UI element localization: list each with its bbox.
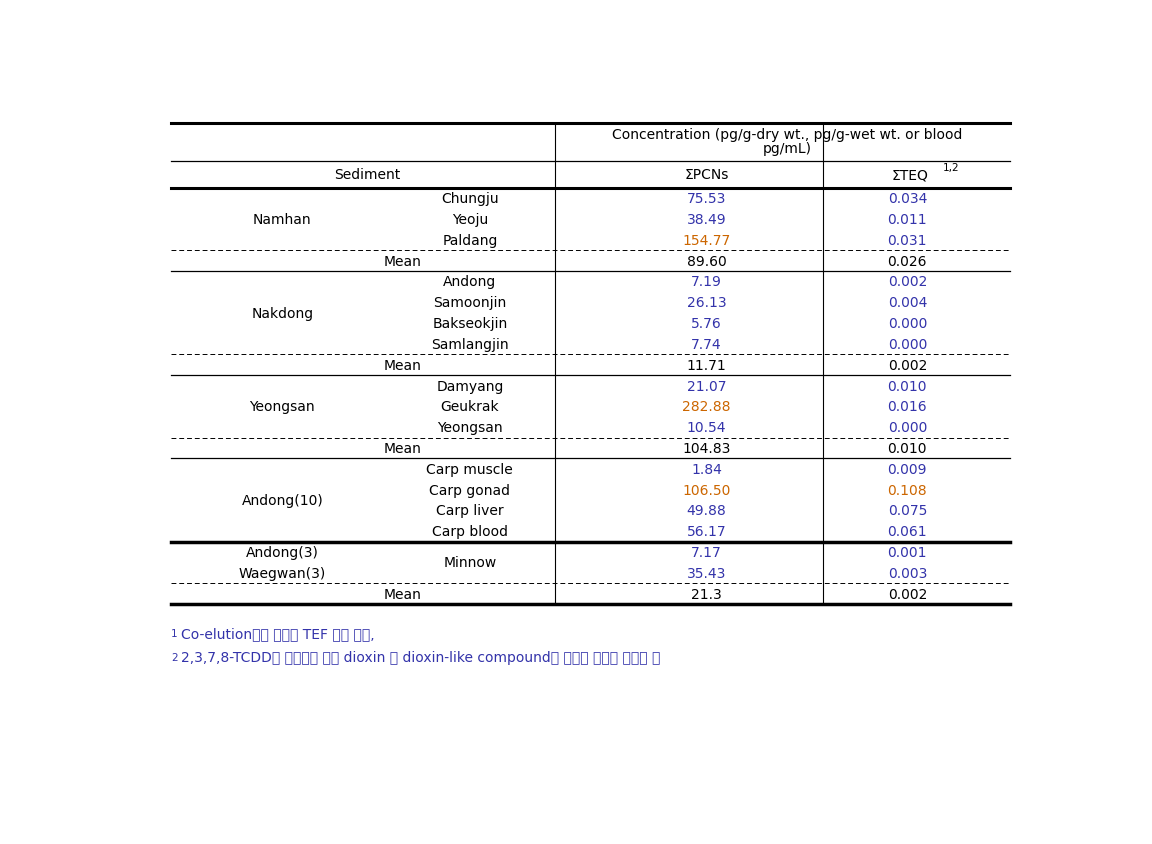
Text: 0.016: 0.016 bbox=[887, 400, 927, 414]
Text: 49.88: 49.88 bbox=[687, 504, 727, 518]
Text: 0.002: 0.002 bbox=[888, 275, 927, 289]
Text: pg/mL): pg/mL) bbox=[763, 143, 811, 156]
Text: 0.000: 0.000 bbox=[888, 316, 927, 331]
Text: 0.000: 0.000 bbox=[888, 338, 927, 351]
Text: 1.84: 1.84 bbox=[691, 463, 722, 476]
Text: Yeoju: Yeoju bbox=[452, 213, 488, 227]
Text: Samlangjin: Samlangjin bbox=[431, 338, 509, 351]
Text: 0.031: 0.031 bbox=[887, 234, 927, 247]
Text: Carp blood: Carp blood bbox=[432, 525, 508, 538]
Text: Chungju: Chungju bbox=[441, 192, 499, 206]
Text: Nakdong: Nakdong bbox=[251, 306, 313, 320]
Text: 7.19: 7.19 bbox=[691, 275, 722, 289]
Text: Carp muscle: Carp muscle bbox=[426, 463, 514, 476]
Text: Minnow: Minnow bbox=[444, 556, 497, 570]
Text: 7.74: 7.74 bbox=[691, 338, 722, 351]
Text: Geukrak: Geukrak bbox=[440, 400, 499, 414]
Text: 0.010: 0.010 bbox=[887, 379, 927, 393]
Text: 0.034: 0.034 bbox=[888, 192, 927, 206]
Text: 2: 2 bbox=[170, 652, 177, 663]
Text: 104.83: 104.83 bbox=[682, 441, 730, 456]
Text: 0.001: 0.001 bbox=[887, 545, 927, 560]
Text: Andong: Andong bbox=[444, 275, 497, 289]
Text: 38.49: 38.49 bbox=[687, 213, 726, 227]
Text: ΣPCNs: ΣPCNs bbox=[684, 168, 729, 182]
Text: 282.88: 282.88 bbox=[682, 400, 730, 414]
Text: 0.002: 0.002 bbox=[888, 587, 927, 601]
Text: Yeongsan: Yeongsan bbox=[250, 400, 316, 414]
Text: 89.60: 89.60 bbox=[687, 254, 727, 268]
Text: Namhan: Namhan bbox=[253, 213, 312, 227]
Text: 0.108: 0.108 bbox=[887, 483, 927, 497]
Text: 106.50: 106.50 bbox=[682, 483, 730, 497]
Text: 0.075: 0.075 bbox=[888, 504, 927, 518]
Text: 56.17: 56.17 bbox=[687, 525, 726, 538]
Text: 0.003: 0.003 bbox=[888, 566, 927, 580]
Text: Co-elution되는 물질은 TEF 평균 사용,: Co-elution되는 물질은 TEF 평균 사용, bbox=[182, 626, 376, 641]
Text: 21.3: 21.3 bbox=[691, 587, 722, 601]
Text: 0.002: 0.002 bbox=[888, 358, 927, 372]
Text: 5.76: 5.76 bbox=[691, 316, 722, 331]
Text: 1: 1 bbox=[170, 629, 177, 639]
Text: Andong(10): Andong(10) bbox=[242, 494, 324, 507]
Text: 0.004: 0.004 bbox=[888, 296, 927, 310]
Text: Damyang: Damyang bbox=[437, 379, 503, 393]
Text: 26.13: 26.13 bbox=[687, 296, 726, 310]
Text: 1,2: 1,2 bbox=[943, 163, 960, 173]
Text: 0.011: 0.011 bbox=[887, 213, 927, 227]
Text: 7.17: 7.17 bbox=[691, 545, 722, 560]
Text: Mean: Mean bbox=[384, 587, 422, 601]
Text: Paldang: Paldang bbox=[442, 234, 498, 247]
Text: 21.07: 21.07 bbox=[687, 379, 726, 393]
Text: Waegwan(3): Waegwan(3) bbox=[238, 566, 326, 580]
Text: 154.77: 154.77 bbox=[682, 234, 730, 247]
Text: 10.54: 10.54 bbox=[687, 420, 726, 435]
Text: Yeongsan: Yeongsan bbox=[437, 420, 502, 435]
Text: 0.009: 0.009 bbox=[887, 463, 927, 476]
Text: Sediment: Sediment bbox=[334, 168, 401, 182]
Text: Mean: Mean bbox=[384, 358, 422, 372]
Text: Mean: Mean bbox=[384, 441, 422, 456]
Text: Samoonjin: Samoonjin bbox=[433, 296, 507, 310]
Text: 0.000: 0.000 bbox=[888, 420, 927, 435]
Text: Andong(3): Andong(3) bbox=[245, 545, 319, 560]
Text: 11.71: 11.71 bbox=[687, 358, 727, 372]
Text: Carp gonad: Carp gonad bbox=[430, 483, 510, 497]
Text: Bakseokjin: Bakseokjin bbox=[432, 316, 508, 331]
Text: 75.53: 75.53 bbox=[687, 192, 726, 206]
Text: 0.061: 0.061 bbox=[887, 525, 927, 538]
Text: 0.026: 0.026 bbox=[887, 254, 927, 268]
Text: 35.43: 35.43 bbox=[687, 566, 726, 580]
Text: Carp liver: Carp liver bbox=[437, 504, 503, 518]
Text: Mean: Mean bbox=[384, 254, 422, 268]
Text: Concentration (pg/g-dry wt., pg/g-wet wt. or blood: Concentration (pg/g-dry wt., pg/g-wet wt… bbox=[612, 128, 962, 142]
Text: 2,3,7,8-TCDD를 기준으로 다른 dioxin 및 dioxin-like compound의 독성을 농도로 환산한 것: 2,3,7,8-TCDD를 기준으로 다른 dioxin 및 dioxin-li… bbox=[182, 651, 661, 665]
Text: 0.010: 0.010 bbox=[887, 441, 927, 456]
Text: ΣTEQ: ΣTEQ bbox=[892, 168, 929, 182]
